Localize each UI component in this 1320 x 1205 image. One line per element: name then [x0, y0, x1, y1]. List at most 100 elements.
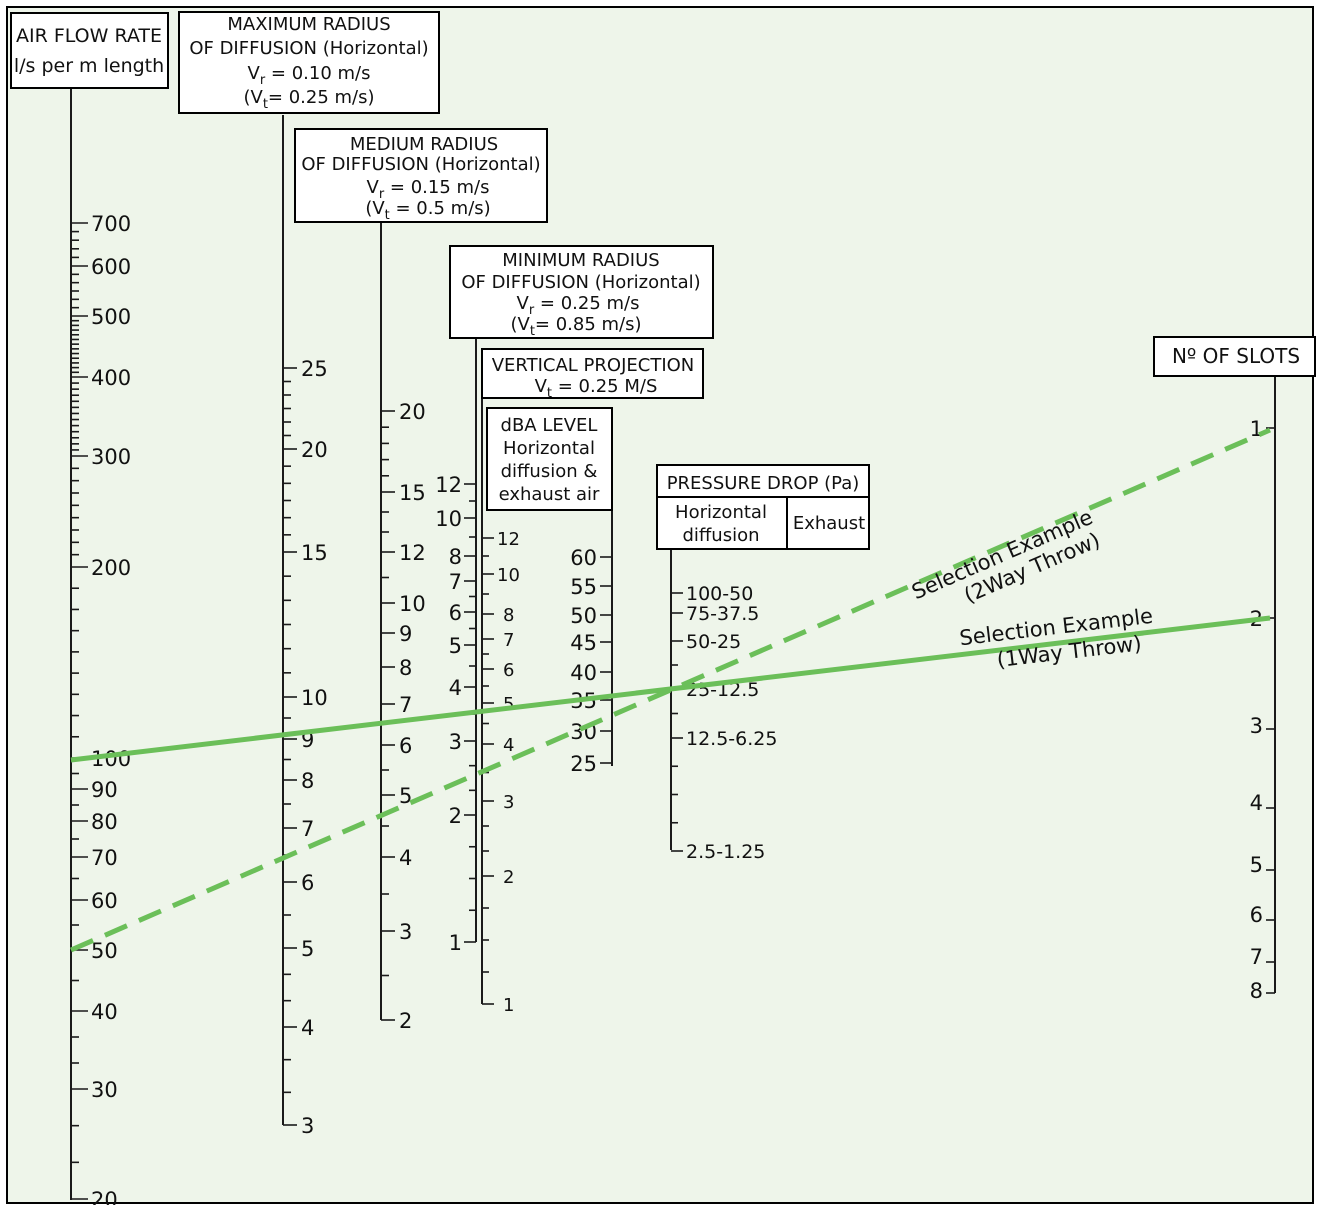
dba-scale: 60 55 50 45 40 35 30 25	[570, 546, 612, 776]
slots-label: 5	[1250, 853, 1263, 877]
med-radius-label: 5	[399, 784, 412, 808]
max-radius-label: 4	[301, 1016, 314, 1040]
pressure-col-horizontal-2: diffusion	[682, 525, 759, 546]
air-flow-scale: 700 600 500 400 300 200 100 90 80 70 60 …	[71, 212, 131, 1205]
pressure-label: 50-25	[686, 631, 741, 653]
min-radius-label: 1	[449, 931, 462, 955]
slots-label: 6	[1250, 903, 1263, 927]
med-radius-title: MEDIUM RADIUS	[350, 134, 498, 155]
pressure-label: 100-50	[686, 583, 753, 605]
min-radius-label: 4	[449, 676, 462, 700]
air-flow-label: 70	[91, 846, 118, 870]
med-radius-label: 15	[399, 481, 426, 505]
air-flow-label: 600	[91, 255, 131, 279]
dba-label: 50	[570, 604, 597, 628]
max-radius-title: MAXIMUM RADIUS	[227, 14, 390, 35]
vertical-label: 3	[503, 792, 514, 813]
med-radius-label: 3	[399, 920, 412, 944]
min-radius-label: 6	[449, 601, 462, 625]
vertical-label: 2	[503, 867, 514, 888]
dba-label: 45	[570, 631, 597, 655]
minor-ticks	[71, 230, 678, 1164]
slots-title: Nº OF SLOTS	[1172, 344, 1300, 368]
med-radius-label: 9	[399, 622, 412, 646]
vertical-label: 1	[503, 995, 514, 1016]
max-radius-vt: (Vt= 0.25 m/s)	[243, 87, 374, 112]
min-radius-label: 2	[449, 804, 462, 828]
vertical-scale: 12 10 8 7 6 5 4 3 2 1	[482, 529, 520, 1016]
med-radius-label: 2	[399, 1009, 412, 1033]
header-med-radius: MEDIUM RADIUS OF DIFFUSION (Horizontal) …	[294, 128, 548, 223]
min-radius-label: 12	[435, 473, 462, 497]
selection-line-1way	[70, 615, 1271, 763]
selection-line-2way	[70, 427, 1271, 953]
vertical-label: 8	[503, 605, 514, 626]
min-radius-title: MINIMUM RADIUS	[502, 250, 659, 271]
max-radius-label: 20	[301, 438, 328, 462]
air-flow-title: AIR FLOW RATE	[16, 25, 162, 47]
vertical-label: 7	[503, 630, 514, 651]
air-flow-label: 400	[91, 366, 131, 390]
air-flow-label: 80	[91, 810, 118, 834]
dba-line3: diffusion &	[501, 461, 598, 482]
med-radius-scale: 20 15 12 10 9 8 7 6 5 4 3 2	[381, 400, 426, 1033]
med-radius-label: 4	[399, 846, 412, 870]
max-radius-subtitle: OF DIFFUSION (Horizontal)	[189, 38, 428, 59]
dba-label: 40	[570, 661, 597, 685]
min-radius-subtitle: OF DIFFUSION (Horizontal)	[461, 272, 700, 293]
dba-line2: Horizontal	[503, 438, 595, 459]
max-radius-label: 7	[301, 817, 314, 841]
min-radius-label: 8	[449, 545, 462, 569]
dba-title: dBA LEVEL	[501, 415, 598, 436]
header-dba: dBA LEVEL Horizontal diffusion & exhaust…	[486, 407, 613, 511]
pressure-col-horizontal: Horizontal	[675, 502, 767, 523]
slots-label: 7	[1250, 945, 1263, 969]
vertical-label: 5	[503, 694, 514, 715]
vertical-label: 12	[497, 529, 520, 550]
slots-label: 1	[1250, 417, 1263, 441]
header-air-flow: AIR FLOW RATE l/s per m length	[10, 12, 169, 89]
pressure-col-exhaust: Exhaust	[793, 513, 865, 534]
min-radius-scale: 12 10 8 7 6 5 4 3 2 1	[435, 473, 476, 955]
pressure-label: 2.5-1.25	[686, 841, 765, 863]
med-radius-vt: (Vt = 0.5 m/s)	[365, 198, 490, 223]
min-radius-label: 5	[449, 634, 462, 658]
dba-label: 25	[570, 752, 597, 776]
air-flow-label: 50	[91, 939, 118, 963]
air-flow-label: 40	[91, 1000, 118, 1024]
header-pressure: PRESSURE DROP (Pa) Horizontal diffusion …	[656, 464, 870, 550]
vertical-vt: Vt = 0.25 M/S	[535, 376, 658, 401]
pressure-title: PRESSURE DROP (Pa)	[667, 473, 860, 494]
chart-frame	[6, 6, 1314, 1204]
air-flow-label: 200	[91, 556, 131, 580]
vertical-title: VERTICAL PROJECTION	[492, 355, 695, 376]
min-radius-vt: (Vt= 0.85 m/s)	[510, 314, 641, 339]
max-radius-label: 15	[301, 541, 328, 565]
min-radius-vr: Vr = 0.25 m/s	[517, 293, 640, 318]
axis-lines	[70, 88, 1276, 1200]
air-flow-label: 500	[91, 305, 131, 329]
header-vertical: VERTICAL PROJECTION Vt = 0.25 M/S	[481, 348, 704, 401]
max-radius-label: 5	[301, 937, 314, 961]
air-flow-label: 700	[91, 212, 131, 236]
header-min-radius: MINIMUM RADIUS OF DIFFUSION (Horizontal)…	[449, 245, 714, 339]
min-radius-label: 3	[449, 730, 462, 754]
med-radius-label: 7	[399, 693, 412, 717]
max-radius-label: 25	[301, 357, 328, 381]
med-radius-label: 12	[399, 541, 426, 565]
slots-label: 3	[1250, 714, 1263, 738]
min-radius-label: 7	[449, 570, 462, 594]
max-radius-label: 10	[301, 686, 328, 710]
min-radius-label: 10	[435, 507, 462, 531]
air-flow-label: 30	[91, 1078, 118, 1102]
med-radius-label: 8	[399, 656, 412, 680]
vertical-label: 10	[497, 565, 520, 586]
air-flow-label: 300	[91, 445, 131, 469]
slots-label: 4	[1250, 791, 1263, 815]
air-flow-unit: l/s per m length	[14, 55, 164, 77]
max-radius-vr: Vr = 0.10 m/s	[248, 63, 371, 88]
max-radius-label: 8	[301, 769, 314, 793]
vertical-label: 6	[503, 660, 514, 681]
slots-label: 8	[1250, 979, 1263, 1003]
